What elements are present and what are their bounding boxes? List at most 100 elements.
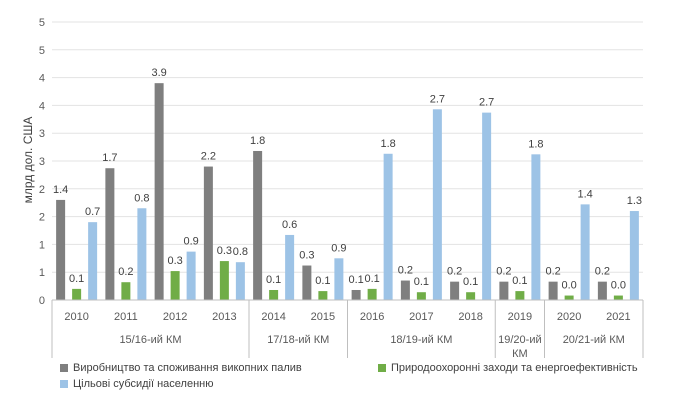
bar xyxy=(613,295,623,300)
bar xyxy=(154,83,164,300)
bar xyxy=(170,271,180,300)
x-tick-label: 2017 xyxy=(409,311,433,323)
bar xyxy=(302,265,312,300)
y-tick-label: 5 xyxy=(39,45,45,57)
data-label: 0.1 xyxy=(512,275,527,287)
legend-swatch-subsidies xyxy=(60,380,68,388)
data-label: 0.2 xyxy=(118,266,133,278)
bar xyxy=(88,222,98,300)
data-label: 1.8 xyxy=(380,138,395,150)
legend-item-subsidies: Цільові субсидії населенню xyxy=(60,378,214,390)
y-tick-label: 3 xyxy=(39,128,45,140)
bar xyxy=(531,154,541,300)
y-tick-label: 4 xyxy=(39,73,45,85)
data-label: 0.3 xyxy=(167,255,182,267)
bar xyxy=(597,281,607,300)
data-label: 2.2 xyxy=(201,151,216,163)
data-label: 0.2 xyxy=(398,265,413,277)
bar xyxy=(499,281,509,300)
y-tick-label: 4 xyxy=(39,100,45,112)
bar xyxy=(219,261,229,300)
x-tick-label: 2012 xyxy=(163,311,187,323)
bar xyxy=(548,281,558,300)
data-label: 3.9 xyxy=(151,67,166,79)
y-axis-label: млрд дол. США xyxy=(21,117,35,204)
data-label: 0.1 xyxy=(463,276,478,288)
bar xyxy=(432,109,442,301)
data-label: 0.1 xyxy=(266,274,281,286)
data-label: 2.7 xyxy=(479,97,494,109)
x-tick-label: 2015 xyxy=(311,311,335,323)
data-label: 0.3 xyxy=(299,250,314,262)
x-tick-label: 2021 xyxy=(606,311,630,323)
x-tick-label: 2010 xyxy=(64,311,88,323)
x-tick-label: 2011 xyxy=(114,311,138,323)
data-label: 1.4 xyxy=(577,188,592,200)
legend-swatch-fossil xyxy=(60,364,68,372)
group-label: 19/20-ий КМ xyxy=(498,334,541,360)
bar xyxy=(269,289,279,300)
bar xyxy=(121,282,131,300)
group-label: 18/19-ий КМ xyxy=(390,334,452,346)
bar xyxy=(72,288,82,300)
y-tick-label: 5 xyxy=(39,17,45,29)
bar xyxy=(450,281,460,300)
data-label: 1.8 xyxy=(528,138,543,150)
x-tick-label: 2018 xyxy=(458,311,482,323)
bar xyxy=(137,208,147,300)
bar xyxy=(235,262,245,300)
data-label: 0.9 xyxy=(183,236,198,248)
x-tick-label: 2016 xyxy=(360,311,384,323)
bar xyxy=(367,288,377,300)
legend-label-fossil: Виробництво та споживання викопних палив xyxy=(73,362,302,374)
bar xyxy=(203,166,213,300)
data-label: 1.8 xyxy=(250,135,265,147)
data-label: 1.3 xyxy=(627,195,642,207)
bar xyxy=(318,291,328,300)
data-label: 0.2 xyxy=(595,266,610,278)
y-tick-label: 1 xyxy=(39,239,45,251)
y-tick-label: 3 xyxy=(39,156,45,168)
bar xyxy=(466,292,476,300)
x-tick-label: 2013 xyxy=(212,311,236,323)
bar xyxy=(482,112,492,301)
data-label: 0.1 xyxy=(414,276,429,288)
data-label: 0.7 xyxy=(85,206,100,218)
data-label: 0.9 xyxy=(331,242,346,254)
bar xyxy=(253,150,263,300)
data-label: 0.1 xyxy=(69,273,84,285)
bar xyxy=(285,234,295,300)
data-label: 0.2 xyxy=(545,266,560,278)
bar xyxy=(580,204,590,300)
data-label: 0.6 xyxy=(282,219,297,231)
bar xyxy=(334,258,344,300)
bars: 1.41.73.92.21.80.30.10.2 0.2 0.2 0.2 0.20.10… xyxy=(53,67,642,301)
x-tick-label: 2019 xyxy=(508,311,532,323)
x-tick-label: 2014 xyxy=(261,311,285,323)
data-label: 0.0 xyxy=(611,280,626,292)
data-label: 0.3 xyxy=(217,245,232,257)
data-label: 0.2 xyxy=(447,266,462,278)
data-label: 0.8 xyxy=(233,246,248,258)
bar xyxy=(56,199,66,300)
data-label: 0.1 xyxy=(348,274,363,286)
bar xyxy=(629,211,639,300)
data-label: 0.0 xyxy=(561,280,576,292)
group-label: 15/16-ий КМ xyxy=(119,334,181,346)
y-axis: 0 1 1 2 2 3 3 4 4 5 5 xyxy=(39,17,45,307)
data-label: 0.2 xyxy=(496,266,511,278)
bar xyxy=(515,291,525,300)
x-axis: 2010 2011 2012 2013 2014 2015 2016 2017 2018 2019… xyxy=(51,299,644,360)
bar xyxy=(105,168,115,300)
y-tick-label: 2 xyxy=(39,212,45,224)
legend-item-environment: Природоохоронні заходи та енергоефективн… xyxy=(378,362,638,374)
group-label: 20/21-ий КМ xyxy=(563,334,625,346)
legend-label-environment: Природоохоронні заходи та енергоефективн… xyxy=(391,362,638,374)
data-label: 2.7 xyxy=(430,93,445,105)
y-tick-label: 0 xyxy=(39,295,45,307)
group-label: 17/18-ий КМ xyxy=(267,334,329,346)
grid-lines xyxy=(52,21,643,273)
data-label: 0.1 xyxy=(315,275,330,287)
x-tick-label: 2020 xyxy=(557,311,581,323)
